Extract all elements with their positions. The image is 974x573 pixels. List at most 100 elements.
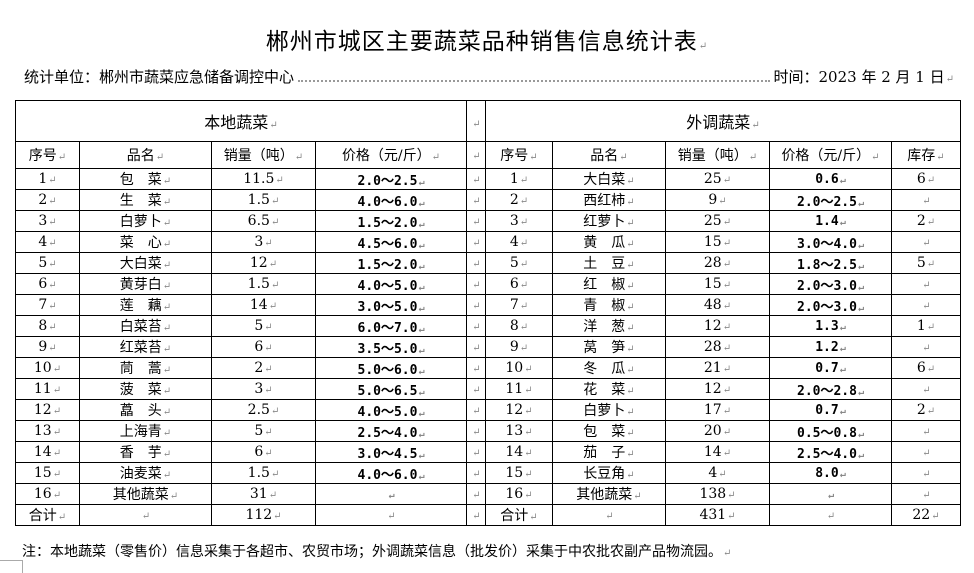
local-price	[315, 504, 467, 526]
report-date: 时间：2023 年 2 月 1 日	[774, 66, 955, 87]
imported-index: 1	[485, 168, 553, 190]
imported-price: 2.0～3.0	[769, 294, 892, 316]
imported-price: 3.0～4.0	[769, 231, 892, 253]
local-name: 白萝卜	[79, 210, 212, 232]
imported-name: 洋 葱	[552, 315, 666, 337]
imported-index: 9	[485, 336, 553, 358]
vegetable-sales-table: 本地蔬菜 外调蔬菜 序号 品名 销量（吨） 价格（元/斤） 序号 品名 销量（吨…	[15, 100, 961, 526]
local-name: 其他蔬菜	[79, 483, 212, 505]
local-index: 6	[15, 273, 80, 295]
local-price: 2.5～4.0	[315, 420, 467, 442]
imported-name: 土 豆	[552, 252, 666, 274]
table-row: 4菜 心34.5～6.04黄 瓜153.0～4.0	[15, 231, 961, 253]
imported-stock: 22	[891, 504, 961, 526]
imported-sales: 15	[665, 231, 770, 253]
imported-price: 8.0	[769, 462, 892, 484]
local-index: 5	[15, 252, 80, 274]
imported-index: 2	[485, 189, 553, 211]
footnote: 注：本地蔬菜（零售价）信息采集于各超市、农贸市场；外调蔬菜信息（批发价）采集于中…	[22, 541, 731, 561]
table-row: 10茼 蒿25.0～6.010冬 瓜210.76	[15, 357, 961, 379]
local-name: 生 菜	[79, 189, 212, 211]
table-row: 1包 菜11.52.0～2.51大白菜250.66	[15, 168, 961, 190]
local-header-sales: 销量（吨）	[211, 141, 316, 169]
separator-cell	[466, 273, 486, 295]
imported-sales: 12	[665, 378, 770, 400]
imported-price: 2.0～2.8	[769, 378, 892, 400]
local-sales: 2	[211, 357, 316, 379]
imported-price	[769, 504, 892, 526]
separator-cell	[466, 141, 486, 169]
separator-cell	[466, 231, 486, 253]
local-name: 菜 心	[79, 231, 212, 253]
local-index: 3	[15, 210, 80, 232]
imported-sales: 431	[665, 504, 770, 526]
imported-sales: 25	[665, 168, 770, 190]
imported-stock: 6	[891, 168, 961, 190]
imported-stock: 2	[891, 210, 961, 232]
imported-index: 8	[485, 315, 553, 337]
imported-name: 冬 瓜	[552, 357, 666, 379]
table-row: 13上海青52.5～4.013包 菜200.5～0.8	[15, 420, 961, 442]
local-sales: 3	[211, 231, 316, 253]
local-price: 5.0～6.5	[315, 378, 467, 400]
table-row: 12藠 头2.54.0～5.012白萝卜170.72	[15, 399, 961, 421]
local-price: 1.5～2.0	[315, 210, 467, 232]
imported-index: 14	[485, 441, 553, 463]
imported-stock	[891, 483, 961, 505]
imported-index: 15	[485, 462, 553, 484]
local-sales: 3	[211, 378, 316, 400]
separator-cell	[466, 294, 486, 316]
imported-name: 西红柿	[552, 189, 666, 211]
separator-cell	[466, 420, 486, 442]
separator-cell	[466, 483, 486, 505]
column-header-row: 序号 品名 销量（吨） 价格（元/斤） 序号 品名 销量（吨） 价格（元/斤） …	[15, 141, 961, 169]
local-sales: 2.5	[211, 399, 316, 421]
table-row: 8白菜苔56.0～7.08洋 葱121.31	[15, 315, 961, 337]
separator-cell	[466, 399, 486, 421]
imported-stock	[891, 189, 961, 211]
imported-stock	[891, 294, 961, 316]
imported-name: 大白菜	[552, 168, 666, 190]
local-price	[315, 483, 467, 505]
imported-name	[552, 504, 666, 526]
local-name: 大白菜	[79, 252, 212, 274]
table-row: 7莲 藕143.0～5.07青 椒482.0～3.0	[15, 294, 961, 316]
imported-sales: 138	[665, 483, 770, 505]
imported-name: 茄 子	[552, 441, 666, 463]
imported-name: 花 菜	[552, 378, 666, 400]
local-price: 1.5～2.0	[315, 252, 467, 274]
local-price: 3.5～5.0	[315, 336, 467, 358]
imported-price: 0.6	[769, 168, 892, 190]
local-index: 8	[15, 315, 80, 337]
local-header-index: 序号	[15, 141, 80, 169]
local-price: 2.0～2.5	[315, 168, 467, 190]
imported-index: 7	[485, 294, 553, 316]
imported-price: 2.5～4.0	[769, 441, 892, 463]
imported-index: 11	[485, 378, 553, 400]
local-sales: 6.5	[211, 210, 316, 232]
local-index: 7	[15, 294, 80, 316]
local-sales: 6	[211, 441, 316, 463]
table-row: 15油麦菜1.54.0～6.015长豆角48.0	[15, 462, 961, 484]
imported-stock	[891, 462, 961, 484]
local-index: 15	[15, 462, 80, 484]
local-name: 红菜苔	[79, 336, 212, 358]
imported-header-name: 品名	[552, 141, 666, 169]
imported-index: 4	[485, 231, 553, 253]
imported-sales: 20	[665, 420, 770, 442]
local-section-title: 本地蔬菜	[15, 100, 467, 142]
local-name: 莲 藕	[79, 294, 212, 316]
local-index: 14	[15, 441, 80, 463]
separator-cell	[466, 441, 486, 463]
local-name: 油麦菜	[79, 462, 212, 484]
local-price: 4.0～5.0	[315, 273, 467, 295]
local-index: 合计	[15, 504, 80, 526]
separator-cell	[466, 504, 486, 526]
imported-name: 长豆角	[552, 462, 666, 484]
imported-header-stock: 库存	[891, 141, 961, 169]
local-price: 6.0～7.0	[315, 315, 467, 337]
table-row: 9红菜苔63.5～5.09莴 笋281.2	[15, 336, 961, 358]
imported-name: 莴 笋	[552, 336, 666, 358]
leader-dots	[298, 72, 770, 82]
local-index: 4	[15, 231, 80, 253]
